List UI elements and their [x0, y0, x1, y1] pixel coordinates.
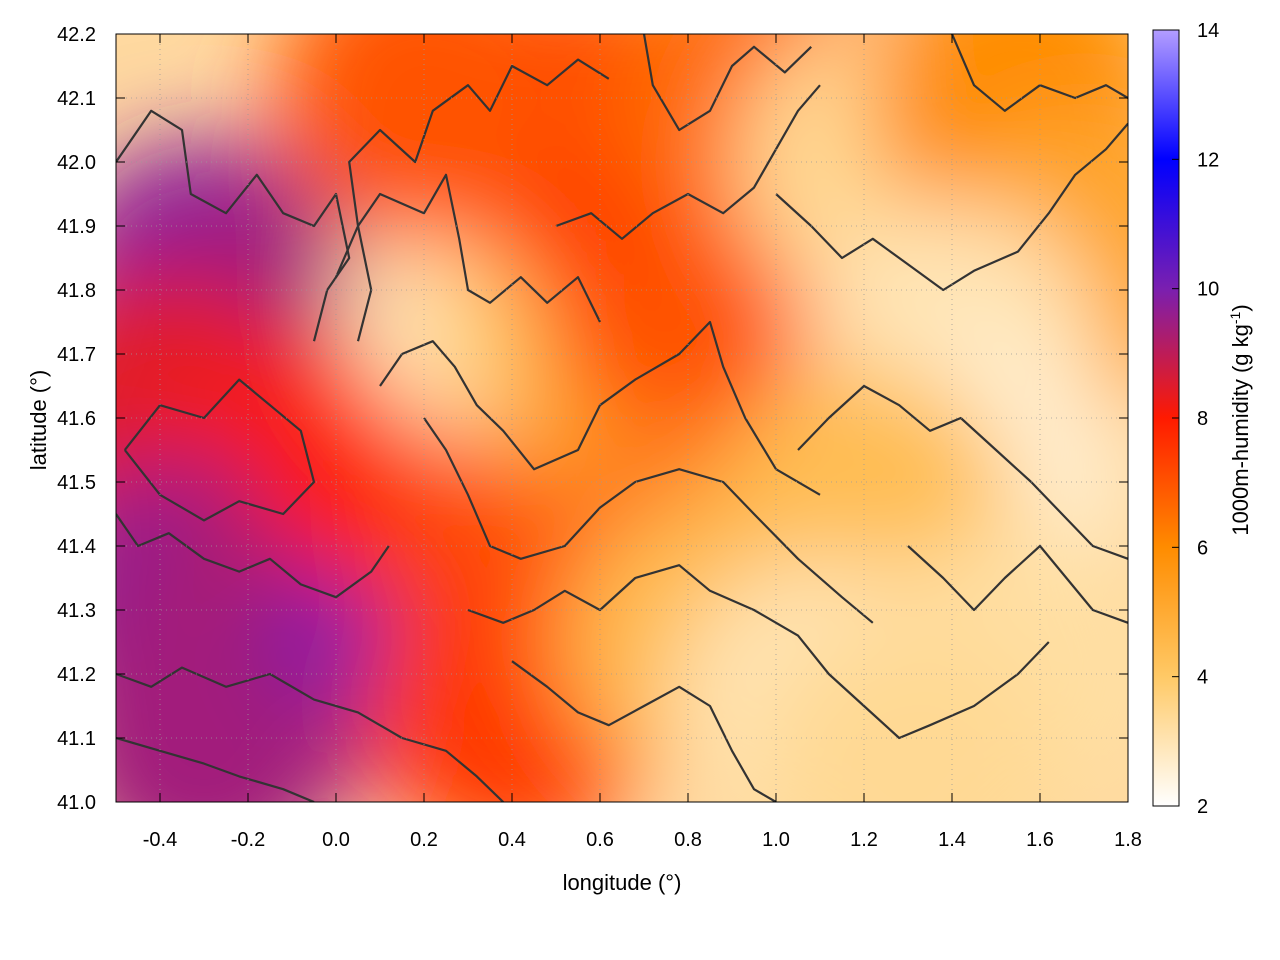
contour-line [116, 109, 351, 342]
contour-line [907, 544, 1128, 624]
colorbar: 2 4 6 8 10 12 14 1000m-humidity (g kg-1) [1152, 20, 1253, 818]
contour-line [423, 417, 874, 624]
colorbar-tick-label: 2 [1197, 796, 1208, 818]
y-tick-label: 41.8 [57, 280, 96, 302]
x-tick-label: 1.2 [850, 829, 878, 851]
colorbar-label: 1000m-humidity (g kg-1) [1227, 304, 1253, 535]
x-tick-label: 1.0 [762, 829, 790, 851]
y-tick-label: 42.1 [57, 88, 96, 110]
colorbar-tick-label: 4 [1197, 667, 1208, 689]
contour-line [797, 384, 1128, 560]
y-tick-label: 42.2 [57, 24, 96, 46]
x-tick-label: 1.8 [1114, 829, 1142, 851]
x-tick-label: 0.2 [410, 829, 438, 851]
colorbar-ticks: 2 4 6 8 10 12 14 [1172, 20, 1219, 818]
humidity-region [274, 34, 574, 248]
y-tick-label: 42.0 [57, 152, 96, 174]
x-tick-label: 0.0 [322, 829, 350, 851]
contour-line [116, 736, 315, 802]
contour-line [511, 660, 777, 802]
x-tick-label: 0.8 [674, 829, 702, 851]
y-tick-label: 41.2 [57, 664, 96, 686]
colorbar-tick-label: 6 [1197, 537, 1208, 559]
x-tick-label: -0.2 [231, 829, 265, 851]
x-tick-label: 1.6 [1026, 829, 1054, 851]
y-axis: 41.0 41.1 41.2 41.3 41.4 41.5 41.6 41.7 41.8 41.9… [57, 24, 1128, 814]
x-axis-label: longitude (°) [563, 870, 682, 895]
colorbar-tick-label: 14 [1197, 20, 1219, 42]
contour-line [116, 513, 390, 599]
x-tick-label: 1.4 [938, 829, 966, 851]
contour-line [775, 122, 1128, 292]
x-tick-label: -0.4 [143, 829, 177, 851]
colorbar-tick-label: 12 [1197, 149, 1219, 171]
humidity-region [758, 620, 1058, 802]
contour-line [467, 564, 1050, 740]
contour-line [379, 320, 821, 496]
contour-line [950, 34, 1128, 112]
contour-line [356, 173, 601, 342]
y-tick-label: 41.3 [57, 600, 96, 622]
y-tick-label: 41.6 [57, 408, 96, 430]
colorbar-tick-label: 8 [1197, 408, 1208, 430]
y-tick-label: 41.5 [57, 472, 96, 494]
y-tick-label: 41.0 [57, 792, 96, 814]
contour-line [123, 378, 316, 522]
y-tick-label: 41.4 [57, 536, 96, 558]
contour-line [334, 58, 610, 278]
x-tick-label: 0.6 [586, 829, 614, 851]
y-tick-label: 41.1 [57, 728, 96, 750]
y-tick-label: 41.7 [57, 344, 96, 366]
plot-area [115, 33, 1129, 803]
y-tick-label: 41.9 [57, 216, 96, 238]
colorbar-tick-label: 10 [1197, 279, 1219, 301]
x-axis: -0.4 -0.2 0.0 0.2 0.4 0.6 0.8 1.0 1.2 1.4 1.6 1.8 [143, 34, 1142, 851]
contour-line [642, 34, 812, 132]
humidity-heatmap [116, 34, 1128, 802]
y-axis-label: latitude (°) [26, 370, 51, 471]
x-tick-label: 0.4 [498, 829, 526, 851]
